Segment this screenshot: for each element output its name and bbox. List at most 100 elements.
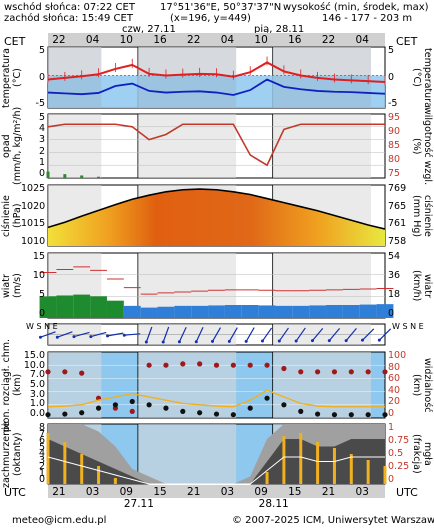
wind_direction-arrowhead-1 — [55, 335, 59, 339]
timezone-bottom-right: UTC — [396, 486, 418, 499]
instability_visibility-cloud-dot-20 — [382, 412, 388, 418]
temperature-ytick-left-0: 5 — [38, 45, 45, 56]
instability_visibility-cloud-dot-5 — [129, 398, 135, 405]
wind-ytick-left-2: 5 — [38, 289, 45, 300]
precipitation-ytick-left-1: 4 — [38, 123, 45, 135]
wind-left-label: wiatr — [1, 273, 12, 298]
cloud_fog-ytick-left-7: 1 — [38, 467, 45, 479]
top-axis-label-0: 22 — [52, 34, 65, 46]
wind_direction-arrow-0 — [40, 331, 56, 338]
wind_direction-arrowhead-9 — [194, 340, 198, 344]
instability_visibility-ytick-right-5: 0 — [388, 408, 395, 419]
instability_visibility-cloud-dot-19 — [365, 412, 371, 418]
timezone-left: CET — [4, 35, 26, 48]
cloud_fog-fog-bar-17 — [332, 448, 336, 484]
wind_direction-arrowhead-16 — [310, 339, 314, 343]
instability_visibility-ytick-left-5: 1.0 — [29, 398, 45, 410]
instability_visibility-ytick-left-4: 3.0 — [29, 388, 45, 400]
instability_visibility-ytick-left-0: 15.0 — [23, 350, 45, 361]
wind-ytick-right-2: 18 — [388, 289, 401, 300]
wind_direction-arrow-4 — [107, 332, 124, 337]
temperature-ytick-right-2: -5 — [388, 98, 398, 109]
timezone-bottom-left: UTC — [4, 486, 26, 499]
timezone-right: CET — [396, 35, 418, 48]
wind-bar-17 — [326, 305, 343, 318]
wind_direction-arrowhead-6 — [144, 340, 148, 344]
cloud_fog-ytick-left-6: 2 — [38, 461, 45, 472]
sunset-text: zachód słońca: 15:49 CET — [4, 13, 133, 24]
bottom-axis-label-5: 03 — [221, 486, 234, 498]
instability_visibility-night-1 — [137, 352, 237, 418]
pressure-left-label: ciśnienie — [1, 194, 12, 237]
coordinates-text: 17°51'36"E, 50°37'37"N — [160, 2, 282, 13]
elevation-values: 146 - 177 - 203 m — [322, 13, 413, 24]
precipitation-ytick-left-0: 5 — [38, 112, 45, 123]
instability_visibility-vis-dot-16 — [315, 369, 321, 375]
wind-bar-1 — [56, 295, 74, 318]
cloud_fog-fog-bar-4 — [113, 478, 117, 484]
top-axis-label-6: 10 — [254, 34, 267, 46]
instability_visibility-vis-dot-6 — [146, 362, 152, 368]
cloud_fog-fog-bar-14 — [282, 436, 286, 484]
instability_visibility-cloud-dot-4 — [112, 402, 118, 408]
pressure-ytick-left-3: 1010 — [21, 236, 46, 247]
wind-ytick-right-0: 54 — [388, 251, 401, 262]
cloud_fog-ytick-left-0: 8 — [38, 422, 45, 433]
top-axis-label-2: 10 — [120, 34, 133, 46]
instability_visibility-vis-dot-10 — [213, 362, 220, 368]
wind_direction-arrow-2 — [73, 331, 90, 338]
precipitation-bar-1 — [63, 174, 67, 178]
instability_visibility-ytick-left-2: 7.0 — [29, 369, 45, 381]
instability_visibility-night-2 — [272, 352, 371, 418]
instability_visibility-left-label: pion. rozciągł. chm. — [1, 338, 12, 432]
cloud_fog-right-label: mgła — [422, 442, 433, 466]
pressure-ytick-left-2: 1015 — [21, 218, 46, 230]
wind_direction-arrowhead-4 — [106, 334, 110, 338]
wind_direction-arrow-9 — [195, 326, 204, 343]
pressure-ytick-right-2: 761 — [388, 218, 407, 230]
instability_visibility-cloud-dot-3 — [95, 405, 102, 411]
wind-bar-20 — [376, 304, 394, 318]
instability_visibility-cloud-dot-9 — [197, 410, 203, 416]
temperature-left-label: temperatura — [1, 47, 12, 108]
footer-email[interactable]: meteo@icm.edu.pl — [12, 515, 107, 526]
instability_visibility-vis-dot-12 — [247, 362, 253, 368]
footer-copyright: © 2007-2025 ICM, Uniwersytet Warszawski — [232, 515, 434, 526]
wind_direction-arrow-8 — [178, 326, 187, 343]
wind-bar-2 — [73, 294, 91, 318]
wind-bar-11 — [224, 305, 242, 318]
instability_visibility-series-line — [47, 389, 385, 408]
cloud_fog-night-1 — [137, 424, 237, 484]
top-axis-label-4: 22 — [187, 34, 200, 46]
temperature-night-overlay-1 — [137, 47, 237, 108]
instability_visibility-ytick-right-1: 80 — [388, 361, 401, 373]
instability_visibility-cloud-dot-15 — [298, 408, 304, 414]
wind-bar-16 — [309, 305, 327, 318]
wind_direction-arrow-19 — [362, 328, 375, 341]
cloud_fog-ytick-right-4: 0 — [388, 474, 395, 485]
wind-bar-4 — [106, 300, 124, 318]
temperature-ytick-left-2: -5 — [35, 98, 45, 109]
instability_visibility-cloud-dot-8 — [180, 408, 186, 414]
bottom-axis-label-1: 03 — [86, 486, 99, 498]
precipitation-bar-2 — [80, 175, 84, 178]
bottom-axis-label-9: 03 — [356, 486, 369, 498]
instability_visibility-cloud-dot-10 — [213, 411, 220, 417]
top-axis-label-9: 04 — [356, 34, 370, 46]
wind-bar-9 — [191, 305, 209, 318]
cloud_fog-fog-bar-15 — [299, 433, 303, 484]
cloud_fog-fog-bar-18 — [349, 454, 353, 484]
pressure-right-label: ciśnienie — [422, 194, 433, 237]
wind_direction-arrow-16 — [311, 327, 324, 342]
wind_direction-arrow-1 — [57, 331, 73, 338]
wind-bar-10 — [208, 305, 225, 318]
grid-text: (x=196, y=449) — [170, 13, 251, 24]
wind-bar-18 — [342, 305, 360, 318]
top-axis-label-1: 04 — [86, 34, 100, 46]
bottom-axis-label-8: 21 — [322, 486, 335, 498]
bottom-axis-label-3: 15 — [153, 486, 166, 498]
wind-bar-15 — [292, 305, 310, 318]
top-axis-label-7: 16 — [288, 34, 302, 46]
pressure-ytick-left-0: 1025 — [21, 183, 46, 194]
instability_visibility-vis-dot-13 — [264, 362, 270, 368]
